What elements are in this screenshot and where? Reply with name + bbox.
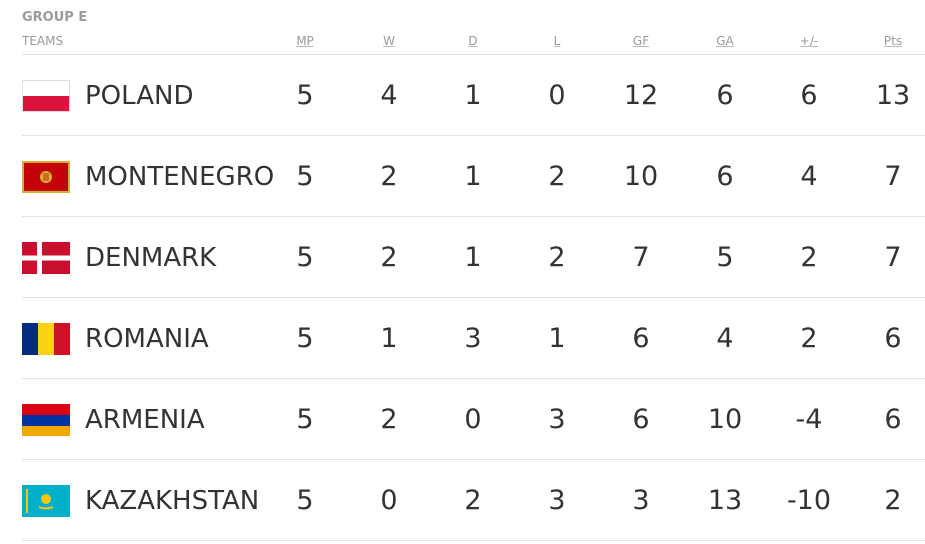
stat-cell: 4 — [716, 323, 734, 354]
separator — [22, 54, 925, 55]
stat-cell: 2 — [380, 404, 398, 435]
stat-cell: 3 — [548, 485, 566, 516]
stat-cell: 12 — [623, 80, 659, 111]
separator — [22, 135, 925, 136]
stat-cell: 1 — [464, 242, 482, 273]
stat-cell: 5 — [296, 242, 314, 273]
flag-icon — [22, 80, 70, 112]
flag-icon — [22, 404, 70, 436]
separator — [22, 540, 925, 541]
team-name: ROMANIA — [85, 324, 209, 354]
flag-icon — [22, 242, 70, 274]
column-header: GA — [695, 34, 755, 48]
stat-cell: 5 — [716, 242, 734, 273]
column-header: L — [527, 34, 587, 48]
flag — [22, 485, 70, 517]
flag-icon — [22, 485, 70, 517]
stat-cell: 7 — [632, 242, 650, 273]
stat-cell: 5 — [296, 485, 314, 516]
stat-cell: 6 — [632, 404, 650, 435]
team-name: DENMARK — [85, 243, 217, 273]
stat-cell: 5 — [296, 80, 314, 111]
flag — [22, 323, 70, 355]
stat-cell: -10 — [786, 485, 832, 516]
group-title: GROUP E — [22, 10, 88, 25]
stat-cell: 7 — [884, 161, 902, 192]
column-header-text: D — [468, 34, 478, 48]
stat-cell: 6 — [716, 161, 734, 192]
stat-cell: 6 — [884, 404, 902, 435]
stat-cell: 6 — [716, 80, 734, 111]
teams-header: TEAMS — [22, 34, 64, 48]
column-header-text: +/- — [799, 34, 819, 48]
stat-cell: 0 — [548, 80, 566, 111]
separator — [22, 378, 925, 379]
stat-cell: 6 — [884, 323, 902, 354]
stat-cell: 13 — [707, 485, 743, 516]
team-name: POLAND — [85, 81, 194, 111]
column-header-text: GA — [716, 34, 734, 48]
flag-icon — [22, 323, 70, 355]
stat-cell: 13 — [875, 80, 911, 111]
separator — [22, 297, 925, 298]
team-name: KAZAKHSTAN — [85, 486, 260, 516]
column-header: D — [443, 34, 503, 48]
team-name: MONTENEGRO — [85, 162, 275, 192]
stat-cell: 2 — [464, 485, 482, 516]
column-header-text: W — [383, 34, 395, 48]
column-header: GF — [611, 34, 671, 48]
stat-cell: 1 — [380, 323, 398, 354]
team-name: ARMENIA — [85, 405, 205, 435]
stat-cell: 2 — [800, 323, 818, 354]
flag-icon — [22, 161, 70, 193]
stat-cell: 5 — [296, 323, 314, 354]
column-header-text: L — [553, 34, 561, 48]
stat-cell: 4 — [800, 161, 818, 192]
stat-cell: 0 — [464, 404, 482, 435]
column-header: Pts — [863, 34, 923, 48]
stat-cell: 1 — [464, 80, 482, 111]
stat-cell: 10 — [623, 161, 659, 192]
stat-cell: 4 — [380, 80, 398, 111]
stat-cell: -4 — [795, 404, 823, 435]
column-header: W — [359, 34, 419, 48]
stat-cell: 5 — [296, 404, 314, 435]
column-header: MP — [275, 34, 335, 48]
column-header-text: MP — [296, 34, 314, 48]
stat-cell: 2 — [380, 242, 398, 273]
stat-cell: 6 — [800, 80, 818, 111]
column-header-text: GF — [632, 34, 650, 48]
flag — [22, 404, 70, 436]
stat-cell: 3 — [464, 323, 482, 354]
stat-cell: 5 — [296, 161, 314, 192]
stat-cell: 6 — [632, 323, 650, 354]
flag — [22, 80, 70, 112]
stat-cell: 2 — [800, 242, 818, 273]
stat-cell: 2 — [548, 161, 566, 192]
stat-cell: 7 — [884, 242, 902, 273]
column-header: +/- — [779, 34, 839, 48]
stat-cell: 1 — [464, 161, 482, 192]
stat-cell: 2 — [380, 161, 398, 192]
flag — [22, 161, 70, 193]
stat-cell: 10 — [707, 404, 743, 435]
separator — [22, 459, 925, 460]
stat-cell: 2 — [548, 242, 566, 273]
separator — [22, 216, 925, 217]
stat-cell: 3 — [548, 404, 566, 435]
stat-cell: 1 — [548, 323, 566, 354]
stat-cell: 2 — [884, 485, 902, 516]
flag — [22, 242, 70, 274]
stat-cell: 0 — [380, 485, 398, 516]
column-header-text: Pts — [883, 34, 903, 48]
stat-cell: 3 — [632, 485, 650, 516]
